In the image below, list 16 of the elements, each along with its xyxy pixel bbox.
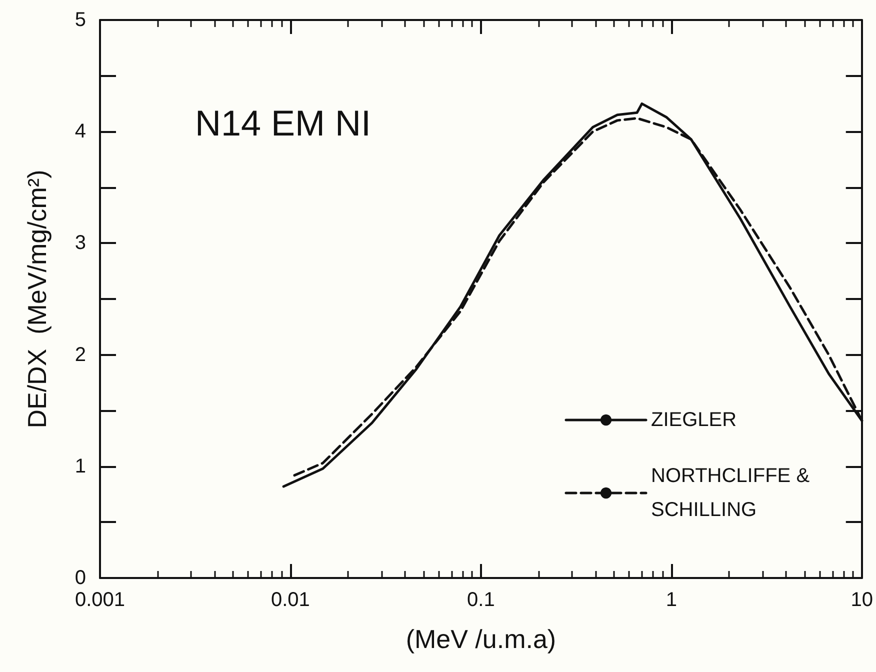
y-axis-title: DE/DX (MeV/mg/cm²)	[22, 170, 52, 428]
x-tick-label: 0.1	[467, 589, 495, 611]
text: N14 EM NI	[195, 102, 372, 144]
legend-label: NORTHCLIFFE & SCHILLING	[651, 465, 816, 521]
y-tick-label: 1	[74, 455, 86, 478]
y-tick-label: 0	[74, 567, 86, 589]
x-tick-label: 0.001	[74, 589, 126, 611]
y-tick-label: 5	[74, 9, 86, 31]
y-tick-label: 4	[74, 120, 86, 143]
legend-label: ZIEGLER	[651, 409, 737, 431]
x-tick-label: 1	[666, 589, 677, 611]
y-tick-label: 2	[74, 344, 86, 366]
x-tick-label: 10	[850, 589, 873, 611]
x-axis-title: (MeV /u.m.a)	[406, 624, 556, 654]
y-tick-label: 3	[74, 232, 86, 254]
x-tick-label: 0.01	[271, 589, 310, 611]
